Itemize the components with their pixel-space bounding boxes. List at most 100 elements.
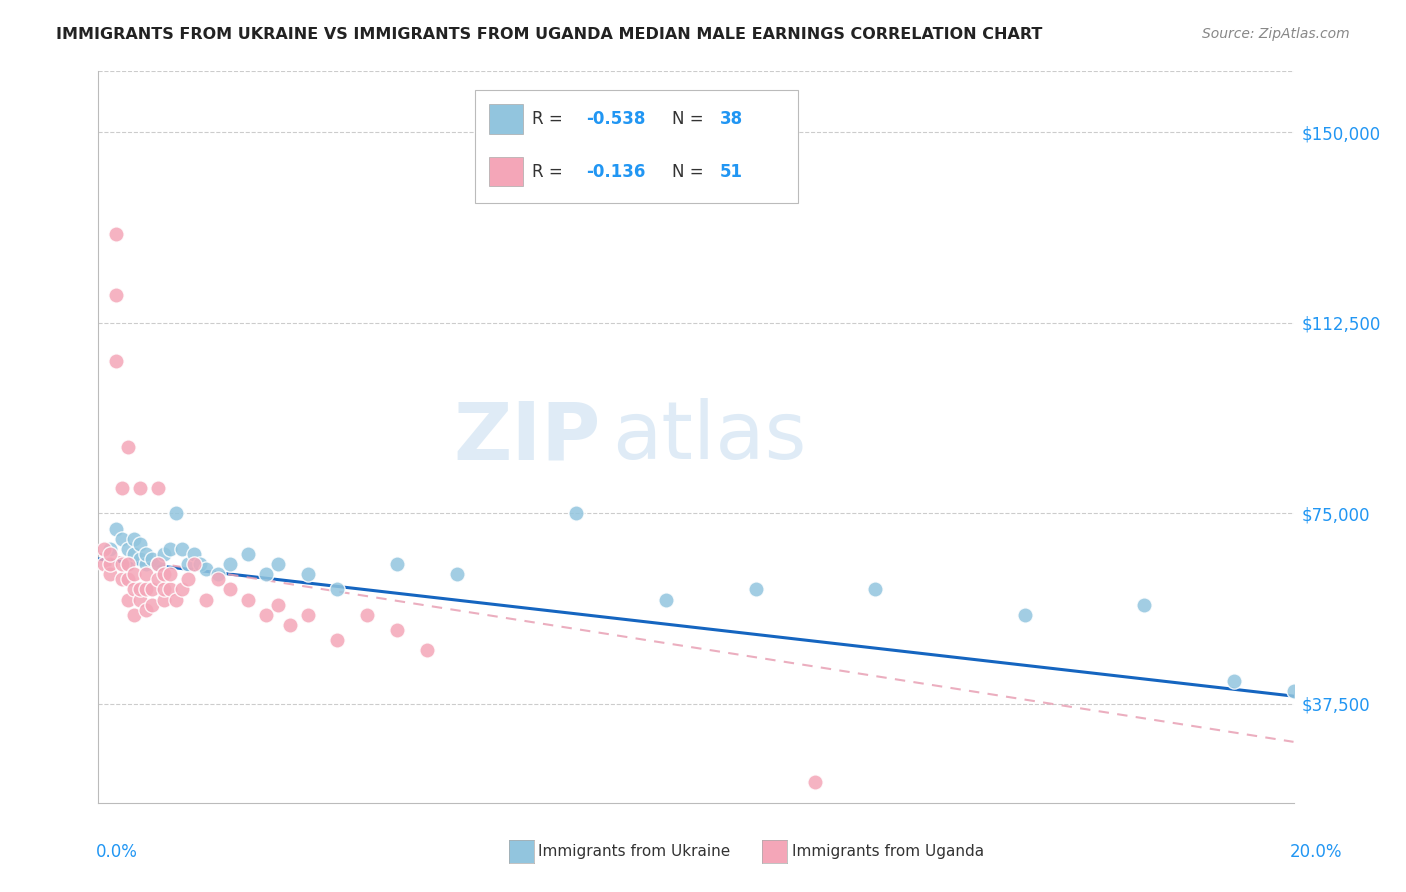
Point [183,557,205,571]
Point [135,547,157,561]
Point [745,582,768,597]
Point [105,227,128,241]
FancyBboxPatch shape [489,157,523,186]
Point [165,506,187,520]
Point [117,557,139,571]
Point [326,633,349,648]
Point [129,481,152,495]
Point [297,607,319,622]
Point [159,582,181,597]
Point [124,607,146,622]
Text: Immigrants from Ukraine: Immigrants from Ukraine [538,845,731,859]
Point [129,592,152,607]
Point [1223,673,1246,688]
Text: N =: N = [672,110,709,128]
Point [254,567,277,582]
Point [804,775,827,789]
Point [165,592,187,607]
Point [153,547,176,561]
Point [111,557,134,571]
Text: IMMIGRANTS FROM UKRAINE VS IMMIGRANTS FROM UGANDA MEDIAN MALE EARNINGS CORRELATI: IMMIGRANTS FROM UKRAINE VS IMMIGRANTS FR… [56,27,1043,42]
Point [111,572,134,586]
Point [207,567,229,582]
Point [172,541,194,556]
Point [105,354,128,368]
Point [236,547,259,561]
Point [135,603,157,617]
Point [254,607,277,622]
Point [159,541,181,556]
Point [141,582,163,597]
Point [141,598,163,612]
Point [124,547,146,561]
Point [177,557,200,571]
Text: N =: N = [672,162,709,180]
Point [117,557,139,571]
Text: -0.538: -0.538 [586,110,645,128]
Point [267,598,290,612]
Point [153,582,176,597]
Text: 38: 38 [720,110,742,128]
Point [129,552,152,566]
Text: R =: R = [533,162,568,180]
Point [124,567,146,582]
Text: 20.0%: 20.0% [1291,843,1343,861]
Point [297,567,319,582]
FancyBboxPatch shape [489,104,523,134]
Point [105,288,128,302]
Point [207,572,229,586]
Point [177,572,200,586]
Point [129,537,152,551]
Point [183,547,205,561]
Point [98,557,122,571]
Point [141,552,163,566]
Point [219,582,242,597]
Point [124,582,146,597]
Point [98,541,122,556]
Point [159,567,181,582]
Text: 51: 51 [720,162,742,180]
Point [172,582,194,597]
Point [124,532,146,546]
Point [153,567,176,582]
Point [1014,607,1036,622]
Point [446,567,468,582]
Point [135,582,157,597]
Point [148,557,170,571]
Point [267,557,290,571]
Point [148,572,170,586]
Point [135,567,157,582]
Point [148,481,170,495]
Text: Source: ZipAtlas.com: Source: ZipAtlas.com [1202,27,1350,41]
Point [278,618,301,632]
Text: atlas: atlas [613,398,807,476]
Point [195,592,218,607]
Point [129,582,152,597]
Text: ZIP: ZIP [453,398,600,476]
Point [111,481,134,495]
Point [93,541,115,556]
Point [195,562,218,576]
Point [111,532,134,546]
Point [98,547,122,561]
Point [135,557,157,571]
Point [188,557,211,571]
Point [153,592,176,607]
Point [117,572,139,586]
Point [117,592,139,607]
Text: Immigrants from Uganda: Immigrants from Uganda [792,845,984,859]
Text: R =: R = [533,110,568,128]
Point [565,506,588,520]
Point [385,557,409,571]
Point [1282,684,1305,698]
Point [236,592,259,607]
Point [865,582,887,597]
Point [117,440,139,454]
Point [105,521,128,535]
Point [98,567,122,582]
Point [1133,598,1156,612]
Point [148,557,170,571]
Point [326,582,349,597]
Point [385,623,409,637]
Point [655,592,678,607]
